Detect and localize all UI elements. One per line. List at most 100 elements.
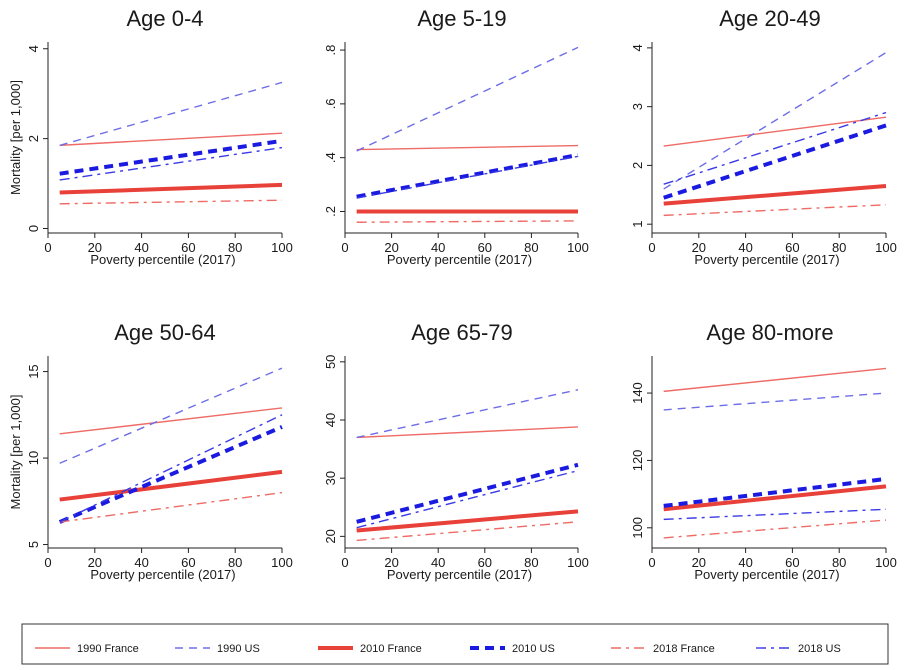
x-tick-label: 80: [228, 555, 242, 570]
y-axis-title: Mortality [per 1,000]: [8, 80, 23, 195]
x-axis-title: Poverty percentile (2017): [387, 252, 532, 267]
series-line-2018-france: [59, 491, 283, 523]
series-line-1990-france: [59, 132, 283, 147]
x-tick-label: 60: [785, 240, 799, 255]
x-tick-label: 40: [431, 240, 445, 255]
series-line-1990-us: [356, 46, 579, 152]
y-tick-label: 5: [26, 541, 41, 548]
series-line-2010-france: [663, 484, 887, 512]
series-line-1990-france: [356, 426, 579, 439]
x-tick-label: 20: [384, 240, 398, 255]
y-tick-label: 3: [630, 103, 645, 110]
y-tick-label: 20: [323, 529, 338, 543]
series-line-1990-france: [663, 367, 887, 393]
x-tick-label: 100: [271, 240, 293, 255]
x-tick-label: 40: [134, 555, 148, 570]
x-axis-title: Poverty percentile (2017): [90, 252, 235, 267]
legend-label: 1990 US: [217, 643, 260, 655]
x-tick-label: 20: [692, 555, 706, 570]
series-line-1990-france: [59, 407, 283, 435]
y-tick-label: 30: [323, 471, 338, 485]
x-tick-label: 80: [524, 240, 538, 255]
x-axis-title: Poverty percentile (2017): [387, 567, 532, 582]
series-line-2018-france: [663, 519, 887, 539]
x-tick-label: 100: [567, 555, 589, 570]
y-tick-label: 0: [26, 225, 41, 232]
x-tick-label: 60: [785, 555, 799, 570]
y-tick-label: .6: [323, 98, 338, 109]
x-tick-label: 60: [181, 555, 195, 570]
y-tick-label: 4: [26, 45, 41, 52]
series-line-2010-us: [663, 123, 887, 200]
series-line-2010-france: [59, 182, 283, 195]
legend-label: 2018 France: [653, 643, 715, 655]
legend-box: [21, 623, 889, 665]
series-line-2018-france: [59, 199, 283, 205]
y-tick-label: .4: [323, 152, 338, 163]
series-line-2010-us: [356, 153, 579, 199]
x-axis-title: Poverty percentile (2017): [694, 252, 839, 267]
legend-label: 1990 France: [77, 643, 139, 655]
series-line-1990-france: [356, 144, 579, 151]
series-line-2010-us: [59, 138, 283, 176]
x-tick-label: 0: [341, 240, 348, 255]
x-tick-label: 100: [875, 555, 897, 570]
x-tick-label: 20: [88, 555, 102, 570]
series-line-2018-us: [59, 414, 283, 523]
x-tick-label: 100: [567, 240, 589, 255]
panel-age-80-more: Age 80-more 100 120 140 0 20 40 60 80 100 Poverty …: [630, 320, 897, 582]
series-line-2018-us: [59, 146, 283, 181]
series-line-2010-us: [58, 425, 283, 524]
y-tick-label: 4: [630, 44, 645, 51]
y-tick-label: .2: [323, 206, 338, 217]
y-tick-label: 140: [630, 382, 645, 404]
y-tick-label: 1: [630, 221, 645, 228]
series-line-2018-us: [356, 469, 579, 529]
series-line-2018-us: [663, 111, 887, 185]
panel-title: Age 5-19: [417, 6, 506, 31]
x-tick-label: 80: [832, 555, 846, 570]
panel-title: Age 20-49: [719, 6, 821, 31]
series-line-1990-us: [663, 51, 887, 190]
series-line-1990-france: [663, 116, 887, 147]
panel-title: Age 80-more: [706, 320, 833, 345]
x-tick-label: 80: [228, 240, 242, 255]
x-tick-label: 0: [341, 555, 348, 570]
series-line-2010-us: [356, 462, 579, 524]
series-line-1990-us: [663, 392, 887, 411]
series-line-2018-france: [356, 521, 579, 542]
legend-label: 2018 US: [798, 643, 841, 655]
x-tick-label: 100: [875, 240, 897, 255]
x-tick-label: 40: [134, 240, 148, 255]
series-line-1990-us: [59, 367, 283, 464]
series-line-2018-france: [356, 220, 579, 223]
x-tick-label: 0: [648, 240, 655, 255]
y-tick-label: .8: [323, 45, 338, 56]
y-tick-label: 2: [26, 135, 41, 142]
series-line-2018-france: [663, 204, 887, 217]
series-line-2010-us: [663, 476, 887, 508]
series-line-1990-us: [59, 81, 283, 147]
x-axis-title: Poverty percentile (2017): [694, 567, 839, 582]
x-tick-label: 60: [181, 240, 195, 255]
panel-age-5-19: Age 5-19 .2 .4 .6 .8 0 20 40 60 80 100 Poverty perc…: [323, 6, 589, 267]
legend-label: 2010 France: [360, 643, 422, 655]
x-tick-label: 20: [692, 240, 706, 255]
series-line-2010-france: [59, 469, 283, 502]
series-line-2018-us: [356, 155, 579, 199]
panel-title: Age 50-64: [114, 320, 216, 345]
x-tick-label: 0: [648, 555, 655, 570]
series-line-1990-us: [356, 389, 579, 439]
panel-title: Age 0-4: [126, 6, 203, 31]
x-tick-label: 80: [832, 240, 846, 255]
panel-title: Age 65-79: [411, 320, 513, 345]
x-tick-label: 0: [44, 240, 51, 255]
x-tick-label: 60: [478, 555, 492, 570]
legend: 1990 France 1990 US 2010 France 2010 US 2018…: [21, 623, 889, 665]
y-axis-title: Mortality [per 1,000]: [8, 395, 23, 510]
y-tick-label: 100: [630, 517, 645, 539]
x-tick-label: 80: [524, 555, 538, 570]
